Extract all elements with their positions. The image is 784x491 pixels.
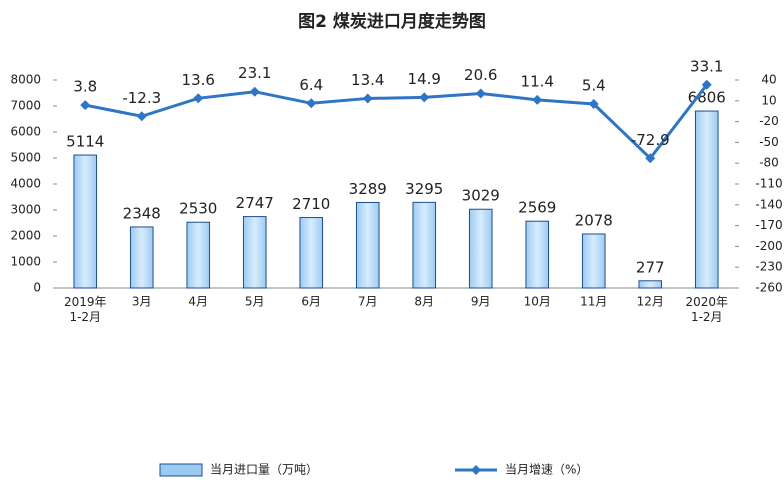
line-marker [475,88,486,99]
line-marker [362,93,373,104]
bar-value-label: 3029 [462,187,500,205]
bar [581,233,606,289]
line-value-label: 23.1 [238,64,271,82]
y2-tick-label: 40 [761,73,776,87]
x-tick-label: 8月 [414,295,434,309]
y-tick-label: 7000 [10,99,41,113]
y2-tick-label: -140 [755,197,782,211]
bar-value-label: 3289 [349,180,387,198]
bar [186,221,211,289]
y2-tick-label: -80 [759,156,779,170]
line-value-label: 14.9 [408,70,441,88]
y-tick-label: 6000 [10,125,41,139]
chart-title: 图2 煤炭进口月度走势图 [298,11,486,32]
bar-value-label: 2569 [518,199,556,217]
line-marker [306,98,317,109]
line-value-label: 13.6 [182,71,215,89]
line-marker [532,94,543,105]
line-value-label: -72.9 [631,131,670,149]
line-value-label: 5.4 [582,76,606,94]
bar-value-label: 3295 [405,180,443,198]
legend-marker [471,465,481,475]
line-marker [588,98,599,109]
bar [468,208,493,289]
y-tick-label: 2000 [10,229,41,243]
y2-tick-label: -110 [755,177,782,191]
bar [129,226,154,289]
y-tick-label: 0 [33,281,41,295]
bar-value-label: 6806 [688,89,726,107]
bar-value-label: 2530 [179,200,217,218]
bar [73,154,98,289]
legend-swatch [159,463,203,477]
y2-tick-label: -200 [755,239,782,253]
line-marker [249,86,260,97]
line-marker [419,92,430,103]
x-tick-label: 3月 [132,295,152,309]
line-value-label: 20.6 [464,66,497,84]
y2-tick-label: -230 [755,260,782,274]
x-tick-label: 12月 [637,295,664,309]
bar [242,216,267,289]
y-tick-label: 5000 [10,151,41,165]
y-tick-label: 3000 [10,203,41,217]
bar [638,280,663,289]
bar [355,201,380,289]
line-value-label: -12.3 [122,89,161,107]
bar [299,217,324,289]
line-marker [701,79,712,90]
x-tick-label: 4月 [188,295,208,309]
x-tick-label: 2020年 1-2月 [685,295,728,324]
bar-value-label: 2710 [292,195,330,213]
y2-tick-label: -260 [755,281,782,295]
line-marker [136,111,147,122]
line-value-label: 33.1 [690,57,723,75]
x-tick-label: 2019年 1-2月 [64,295,107,324]
y2-tick-label: -170 [755,218,782,232]
line-value-label: 11.4 [521,72,554,90]
x-tick-label: 7月 [358,295,378,309]
line-value-label: 6.4 [299,76,323,94]
x-tick-label: 6月 [301,295,321,309]
y-tick-label: 1000 [10,255,41,269]
legend-label: 当月进口量（万吨） [210,463,318,477]
line-value-label: 3.8 [73,78,97,96]
line-marker [645,153,656,164]
line [84,83,708,161]
bar [412,201,437,289]
bar-value-label: 2078 [575,211,613,229]
y-tick-label: 8000 [10,73,41,87]
bar-value-label: 2348 [123,204,161,222]
x-tick-label: 10月 [524,295,551,309]
bar-value-label: 5114 [66,133,104,151]
bar [525,220,550,289]
x-tick-label: 5月 [245,295,265,309]
line-marker [80,100,91,111]
bar [694,110,719,289]
y2-tick-label: -50 [759,135,779,149]
bar-value-label: 2747 [236,194,274,212]
bar-value-label: 277 [636,258,665,276]
line-marker [193,93,204,104]
legend-label: 当月增速（%） [505,463,588,477]
y-tick-label: 4000 [10,177,41,191]
x-tick-label: 9月 [471,295,491,309]
x-tick-label: 11月 [580,295,607,309]
line-value-label: 13.4 [351,71,384,89]
y2-tick-label: 10 [761,93,776,107]
y2-tick-label: -20 [759,114,779,128]
